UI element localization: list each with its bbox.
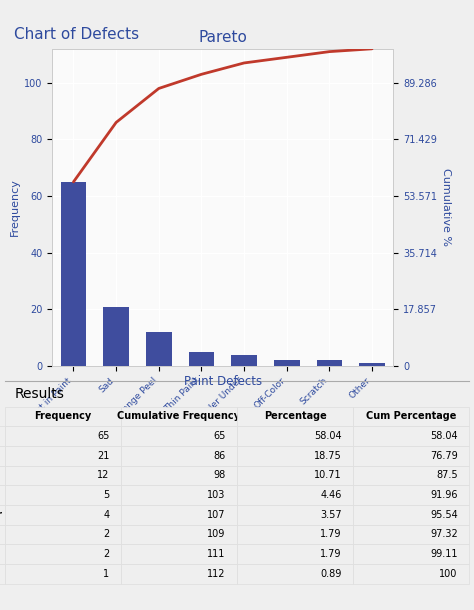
Bar xyxy=(359,363,385,366)
Bar xyxy=(103,306,129,366)
Bar xyxy=(146,332,172,366)
Bar xyxy=(231,354,257,366)
Text: Results: Results xyxy=(14,387,64,401)
Y-axis label: Cumulative %: Cumulative % xyxy=(441,168,451,246)
Y-axis label: Frequency: Frequency xyxy=(10,179,20,236)
Text: Chart of Defects: Chart of Defects xyxy=(14,27,139,43)
Bar xyxy=(61,182,86,366)
Bar xyxy=(317,361,342,366)
Bar xyxy=(274,361,300,366)
Text: Paint Defects: Paint Defects xyxy=(184,375,262,388)
Bar xyxy=(189,352,214,366)
Title: Pareto: Pareto xyxy=(198,30,247,45)
